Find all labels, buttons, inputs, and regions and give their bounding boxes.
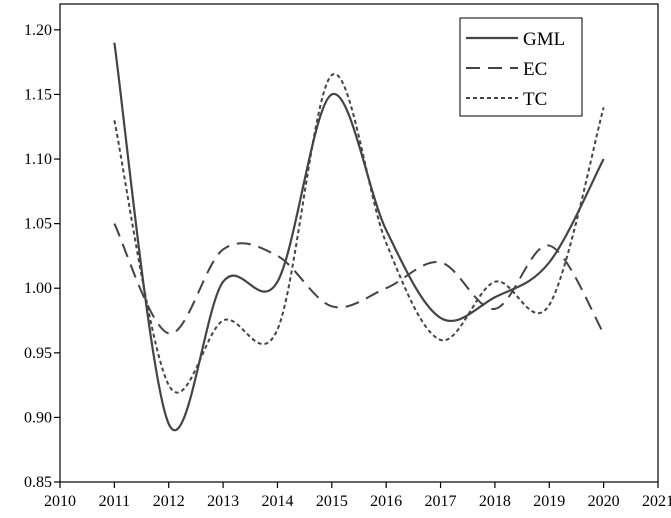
x-tick-label: 2014 (261, 493, 293, 510)
x-tick-label: 2012 (153, 493, 185, 510)
series-line-tc (113, 73, 605, 394)
x-tick-label: 2018 (479, 493, 511, 510)
x-tick-label: 2011 (99, 493, 130, 510)
x-tick-label: 2021 (642, 493, 671, 510)
y-tick-label: 0.95 (24, 345, 52, 362)
x-tick-label: 2013 (207, 493, 239, 510)
y-tick-label: 1.00 (24, 280, 52, 297)
y-tick-label: 1.05 (24, 216, 52, 233)
legend-label-ec: EC (523, 59, 547, 80)
y-tick-label: 1.15 (24, 86, 52, 103)
x-tick-label: 2020 (588, 493, 620, 510)
legend-label-gml: GML (523, 29, 565, 50)
legend-label-tc: TC (523, 89, 547, 110)
x-tick-label: 2015 (316, 493, 348, 510)
x-tick-label: 2017 (425, 493, 457, 510)
y-tick-label: 0.90 (24, 409, 52, 426)
series-line-gml (113, 42, 605, 432)
x-tick-label: 2016 (370, 493, 402, 510)
y-tick-label: 1.10 (24, 151, 52, 168)
y-tick-label: 1.20 (24, 22, 52, 39)
x-tick-label: 2010 (44, 493, 76, 510)
x-tick-label: 2019 (533, 493, 565, 510)
y-tick-label: 0.85 (24, 474, 52, 491)
plot-frame (59, 3, 659, 483)
series-layer (113, 42, 605, 432)
axes: 2010 2011 2012 2013 2014 2015 2016 2017 2018 2019… (24, 3, 671, 510)
legend: GML EC TC (459, 17, 583, 117)
legend-box (459, 17, 583, 117)
series-line-ec (113, 223, 605, 335)
